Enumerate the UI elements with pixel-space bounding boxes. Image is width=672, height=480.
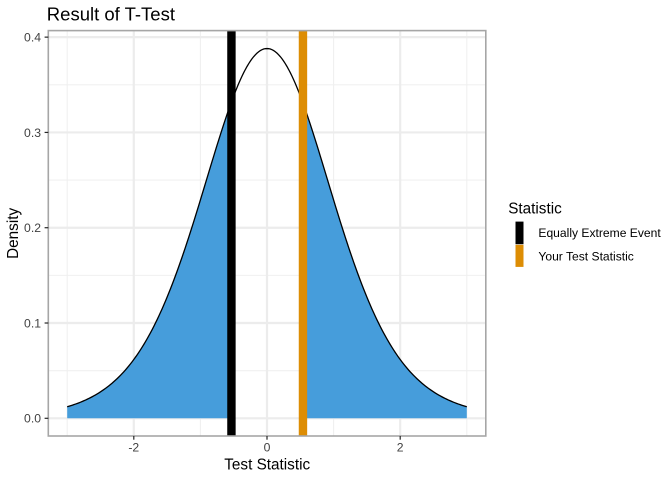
svg-text:Test Statistic: Test Statistic — [224, 457, 310, 474]
svg-text:Statistic: Statistic — [508, 200, 562, 217]
svg-text:0.2: 0.2 — [24, 221, 41, 235]
svg-text:Your Test Statistic: Your Test Statistic — [538, 249, 633, 263]
svg-text:0.1: 0.1 — [24, 316, 41, 330]
svg-text:-2: -2 — [128, 441, 139, 455]
svg-text:Result of T-Test: Result of T-Test — [47, 3, 175, 24]
svg-text:0.3: 0.3 — [24, 126, 41, 140]
svg-text:2: 2 — [397, 441, 404, 455]
svg-text:0: 0 — [264, 441, 271, 455]
svg-text:0.4: 0.4 — [24, 31, 41, 45]
svg-text:Density: Density — [5, 208, 22, 259]
svg-text:0.0: 0.0 — [24, 412, 41, 426]
svg-text:Equally Extreme Event: Equally Extreme Event — [538, 226, 661, 240]
